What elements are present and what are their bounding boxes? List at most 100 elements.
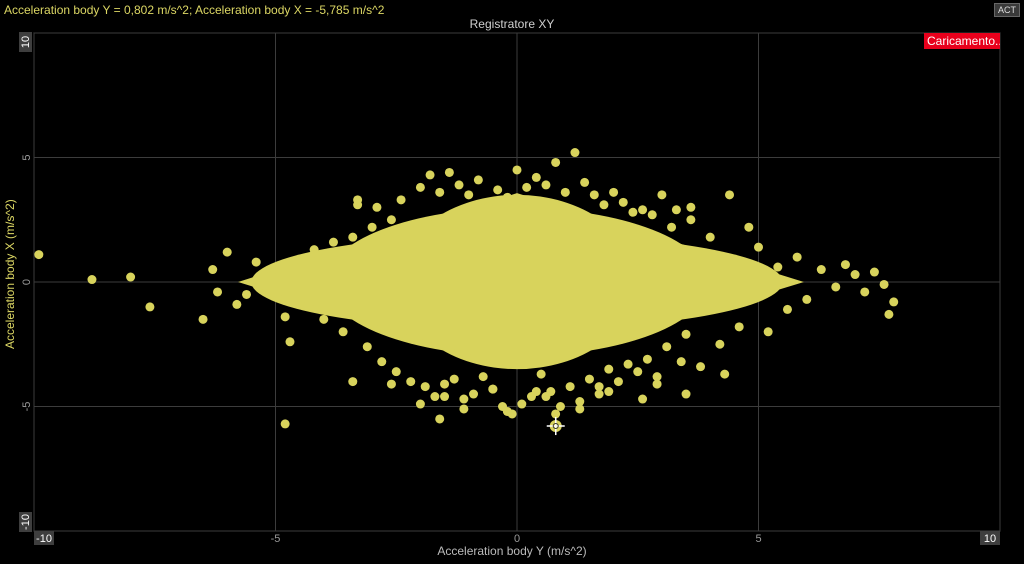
data-point — [792, 252, 802, 262]
y-tick-label: -10 — [20, 514, 32, 530]
data-point — [652, 379, 662, 389]
data-point — [642, 354, 652, 364]
data-point — [444, 167, 454, 177]
data-point — [681, 389, 691, 399]
data-point — [478, 372, 488, 382]
data-point — [628, 207, 638, 217]
data-point — [469, 389, 479, 399]
data-point — [338, 327, 348, 337]
y-tick: -10 — [19, 512, 32, 532]
x-tick-label: 5 — [755, 533, 761, 545]
x-tick-box — [980, 531, 1000, 545]
y-tick: -5 — [21, 402, 33, 412]
data-point — [686, 202, 696, 212]
data-point — [280, 312, 290, 322]
data-point — [671, 205, 681, 215]
data-point — [198, 314, 208, 324]
data-point — [440, 392, 450, 402]
data-point — [647, 210, 657, 220]
data-point — [763, 327, 773, 337]
data-point — [328, 237, 338, 247]
data-point — [589, 190, 599, 200]
data-point — [715, 339, 725, 349]
data-point — [251, 257, 261, 267]
data-point — [850, 270, 860, 280]
data-point — [415, 399, 425, 409]
data-point — [536, 369, 546, 379]
data-point — [145, 302, 155, 312]
crosshair-cursor[interactable] — [546, 417, 565, 436]
y-tick-label: 10 — [20, 36, 32, 48]
chart-title: Registratore XY — [469, 17, 555, 31]
y-tick-label: -5 — [21, 402, 33, 412]
data-point — [319, 314, 329, 324]
data-point — [517, 399, 527, 409]
data-point — [879, 279, 889, 289]
data-point — [531, 172, 541, 182]
data-point — [459, 394, 469, 404]
data-point — [459, 404, 469, 414]
data-point — [570, 148, 580, 158]
data-point — [565, 382, 575, 392]
data-point — [512, 165, 522, 175]
core-point-cloud — [238, 193, 804, 370]
data-point — [415, 182, 425, 192]
data-point — [734, 322, 744, 332]
data-point — [522, 182, 532, 192]
data-point — [720, 369, 730, 379]
y-tick-label: 5 — [21, 154, 33, 160]
data-point — [744, 222, 754, 232]
data-point — [34, 250, 44, 260]
data-point — [449, 374, 459, 384]
data-point — [502, 406, 512, 416]
data-point — [860, 287, 870, 297]
y-tick: 10 — [19, 32, 32, 52]
data-point — [483, 202, 493, 212]
data-point — [242, 289, 252, 299]
data-point — [584, 374, 594, 384]
x-tick-box — [34, 531, 54, 545]
data-point — [430, 392, 440, 402]
data-point — [261, 282, 271, 292]
data-point — [493, 185, 503, 195]
data-point — [425, 170, 435, 180]
data-point — [353, 195, 363, 205]
data-point — [309, 245, 319, 255]
data-point — [367, 222, 377, 232]
data-point — [435, 187, 445, 197]
data-point — [454, 180, 464, 190]
data-point — [362, 342, 372, 352]
data-point — [657, 190, 667, 200]
data-point — [555, 402, 565, 411]
data-point — [377, 357, 387, 367]
data-point — [271, 265, 280, 275]
act-button[interactable]: ACT — [994, 3, 1020, 17]
data-point — [594, 382, 604, 392]
data-point — [386, 215, 396, 225]
data-point — [473, 175, 483, 185]
data-point — [594, 389, 604, 399]
data-point — [541, 180, 551, 190]
data-point — [232, 299, 242, 309]
data-point — [802, 294, 812, 304]
data-point — [604, 387, 614, 397]
data-points — [34, 148, 899, 429]
loading-badge: Caricamento... — [924, 33, 1000, 49]
data-point — [406, 377, 416, 387]
data-point — [652, 372, 662, 382]
y-tick-box — [19, 512, 32, 532]
data-point — [604, 364, 614, 374]
cursor-center — [552, 423, 559, 430]
data-point — [435, 414, 445, 424]
data-point — [599, 200, 609, 210]
data-point — [87, 275, 97, 285]
data-point — [638, 394, 648, 404]
data-point — [126, 272, 136, 282]
data-point — [222, 247, 232, 257]
data-point — [816, 265, 826, 275]
data-point — [531, 387, 541, 397]
data-point — [420, 382, 430, 392]
data-point — [541, 392, 551, 402]
y-tick-label: 0 — [21, 279, 33, 285]
